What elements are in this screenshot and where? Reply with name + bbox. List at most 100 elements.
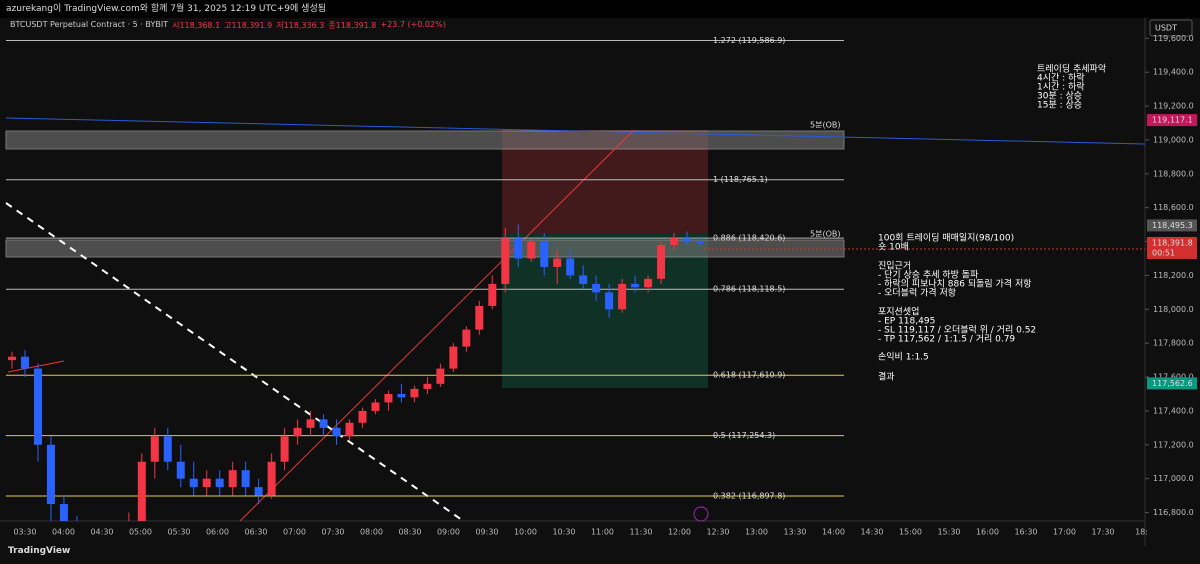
note: - 오더블럭 가격 저항 (878, 287, 956, 299)
note: 1시간 : 하락 (1037, 81, 1085, 93)
candle-body (462, 329, 471, 347)
legend-text: +23.7 (+0.02%) (380, 20, 446, 29)
y-tick-label: 117,600.0 (1153, 373, 1194, 382)
x-tick-label: 13:00 (745, 528, 768, 537)
x-tick-label: 07:30 (321, 528, 344, 537)
candle-body (449, 346, 458, 369)
x-tick-label: 14:30 (860, 528, 883, 537)
y-tick-label: 119,000.0 (1153, 135, 1194, 144)
x-tick-label: 09:30 (475, 528, 498, 537)
note: - 하락의 피보나치 886 되돌림 가격 저항 (878, 278, 1032, 290)
candle-body (254, 487, 263, 496)
x-tick-label: 17:00 (1053, 528, 1076, 537)
candle-body (189, 478, 198, 488)
legend-text: 종118,391.8 (328, 21, 377, 30)
price-tag-label: 118,391.8 (1152, 238, 1193, 247)
x-tick-label: 12:00 (668, 528, 691, 537)
legend: BTCUSDT Perpetual Contract · 5 · BYBIT 시1… (10, 20, 446, 31)
fib-label: 1 (118,765.1) (713, 175, 768, 184)
y-tick-label: 116,800.0 (1153, 508, 1194, 517)
y-tick-label: 117,000.0 (1153, 474, 1194, 483)
price-tag (1147, 236, 1197, 259)
candle-body (20, 356, 29, 369)
x-tick-label: 17:30 (1091, 528, 1114, 537)
x-tick-label: 04:30 (90, 528, 113, 537)
legend-text: 저118,336.3 (276, 21, 325, 30)
y-tick-label: 117,200.0 (1153, 440, 1194, 449)
x-tick-label: 18: (1135, 528, 1148, 537)
x-tick-label: 16:30 (1014, 528, 1037, 537)
candle-body (345, 422, 354, 437)
candle-body (683, 238, 692, 242)
note: - SL 119,117 / 오더블럭 위 / 거리 0.52 (878, 324, 1036, 336)
candle-body (618, 283, 627, 310)
event-icon[interactable] (693, 506, 709, 522)
x-tick-label: 06:00 (206, 528, 229, 537)
candle-body (670, 238, 679, 245)
candle-body (293, 427, 302, 437)
trend-line (5, 202, 463, 521)
x-tick-label: 15:00 (899, 528, 922, 537)
fib-label: 0.382 (116,897.8) (713, 491, 785, 500)
candle-body (397, 393, 406, 398)
note: 30분 : 상승 (1037, 91, 1082, 102)
trend-line (7, 360, 65, 373)
x-tick-label: 14:00 (822, 528, 845, 537)
candle-body (202, 478, 211, 488)
legend-text: 시118,368.1 (172, 21, 221, 30)
price-tag-label: 118,495.3 (1152, 221, 1193, 230)
x-tick-label: 11:30 (629, 528, 652, 537)
y-tick-label: 119,200.0 (1153, 102, 1194, 111)
fib-label: 0.618 (117,610.9) (713, 371, 785, 380)
candle-body (358, 410, 367, 423)
candle-body (514, 238, 523, 259)
candle-body (696, 241, 704, 243)
y-tick-label: 118,800.0 (1153, 169, 1194, 178)
candle-body (137, 461, 146, 521)
candle-body (579, 275, 588, 284)
countdown: 00:51 (1152, 248, 1175, 257)
trend-line (5, 117, 1145, 145)
candle-body (332, 427, 341, 437)
x-tick-label: 05:00 (129, 528, 152, 537)
candle-body (280, 436, 289, 462)
candle-body (163, 436, 172, 462)
candle-body (112, 538, 120, 563)
candle-body (59, 504, 68, 521)
x-tick-label: 05:30 (167, 528, 190, 537)
note: - TP 117,562 / 1:1.5 / 거리 0.79 (878, 334, 1015, 345)
x-tick-label: 11:00 (591, 528, 614, 537)
note: - EP 118,495 (878, 317, 935, 327)
target-zone (502, 233, 708, 388)
currency: USDT (1155, 24, 1177, 33)
candle-body (540, 241, 549, 267)
footer: TradingView (8, 546, 71, 556)
price-tag (1147, 114, 1197, 127)
candle-body (501, 238, 510, 284)
candle-body (566, 258, 575, 276)
note: 진입근거 (878, 260, 911, 272)
note: 포지션셋업 (878, 307, 919, 318)
fib-label: 0.5 (117,254.3) (713, 431, 775, 440)
x-tick-label: 08:00 (360, 528, 383, 537)
note: 결과 (878, 372, 895, 383)
price-tag-label: 119,117.1 (1152, 116, 1193, 125)
candle-body (8, 356, 16, 361)
note: 100회 트레이딩 매매일지(98/100) (878, 233, 1014, 244)
ob-label: 5분(OB) (810, 230, 840, 239)
note: - 단기 상승 추세 하방 돌파 (878, 270, 979, 281)
x-tick-label: 15:30 (937, 528, 960, 537)
fib-label: 0.886 (118,420.6) (713, 234, 785, 243)
note: 15분 : 상승 (1037, 100, 1082, 111)
y-tick-label: 119,400.0 (1153, 68, 1194, 77)
candle-body (371, 402, 380, 411)
candle-body (46, 444, 55, 505)
candle-body (553, 258, 562, 267)
x-tick-label: 06:30 (244, 528, 267, 537)
candle-body (306, 419, 315, 428)
candle-body (99, 555, 107, 563)
candle-body (488, 283, 497, 306)
y-tick-label: 118,200.0 (1153, 271, 1194, 280)
